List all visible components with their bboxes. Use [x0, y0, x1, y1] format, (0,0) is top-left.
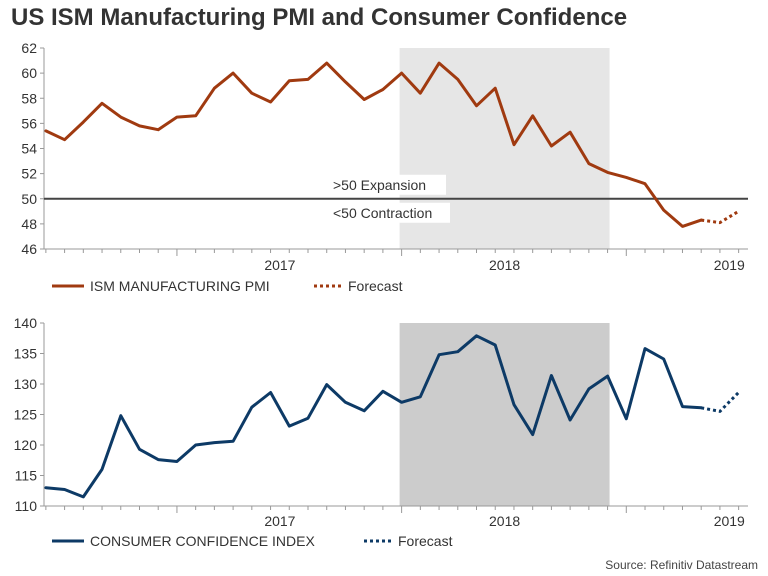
cci-y-tick-label: 135 [14, 346, 38, 362]
cci-y-tick-label: 120 [14, 437, 38, 453]
source-note: Source: Refinitiv Datastream [605, 558, 758, 572]
cci-legend-forecast-label: Forecast [398, 533, 453, 549]
cci-y-tick-label: 130 [14, 376, 38, 392]
pmi-x-label-2018: 2018 [489, 257, 520, 273]
pmi-y-tick-label: 62 [21, 40, 37, 56]
contraction-label: <50 Contraction [333, 205, 432, 221]
pmi-y-tick-label: 52 [21, 166, 37, 182]
cci-shaded-period [399, 323, 610, 506]
cci-panel: 110 115 120 125 130 135 140 2017 2018 2019 CONSUME… [14, 315, 748, 549]
expansion-label: >50 Expansion [333, 177, 426, 193]
pmi-panel: 46 48 50 52 54 56 58 60 62 2017 2018 2019 >50 Expans… [21, 40, 748, 294]
cci-y-tick-label: 125 [14, 407, 38, 423]
cci-x-label-2019: 2019 [714, 513, 745, 529]
cci-y-tick-label: 110 [15, 498, 38, 514]
cci-legend-label: CONSUMER CONFIDENCE INDEX [90, 533, 315, 549]
chart-title: US ISM Manufacturing PMI and Consumer Co… [11, 4, 628, 31]
pmi-y-tick-label: 46 [21, 241, 37, 257]
pmi-legend-forecast-label: Forecast [348, 278, 403, 294]
pmi-main-line [44, 61, 703, 228]
cci-main-line [44, 334, 703, 499]
threshold-label-bg-below [328, 202, 450, 223]
pmi-x-label-2017: 2017 [264, 257, 295, 273]
pmi-y-tick-label: 50 [21, 191, 37, 207]
cci-x-label-2017: 2017 [264, 513, 295, 529]
pmi-y-tick-label: 54 [21, 141, 37, 157]
pmi-y-tick-label: 58 [21, 90, 37, 106]
pmi-y-tick-label: 56 [21, 115, 37, 131]
pmi-y-tick-label: 60 [21, 65, 37, 81]
pmi-x-label-2019: 2019 [714, 257, 745, 273]
pmi-y-tick-label: 48 [21, 216, 37, 232]
threshold-label-bg-above [328, 174, 446, 195]
cci-x-label-2018: 2018 [489, 513, 520, 529]
cci-y-tick-label: 115 [15, 468, 38, 484]
cci-forecast-line [700, 391, 740, 413]
cci-y-tick-label: 140 [14, 315, 38, 331]
pmi-forecast-line [701, 210, 740, 225]
pmi-legend-label: ISM MANUFACTURING PMI [90, 278, 270, 294]
